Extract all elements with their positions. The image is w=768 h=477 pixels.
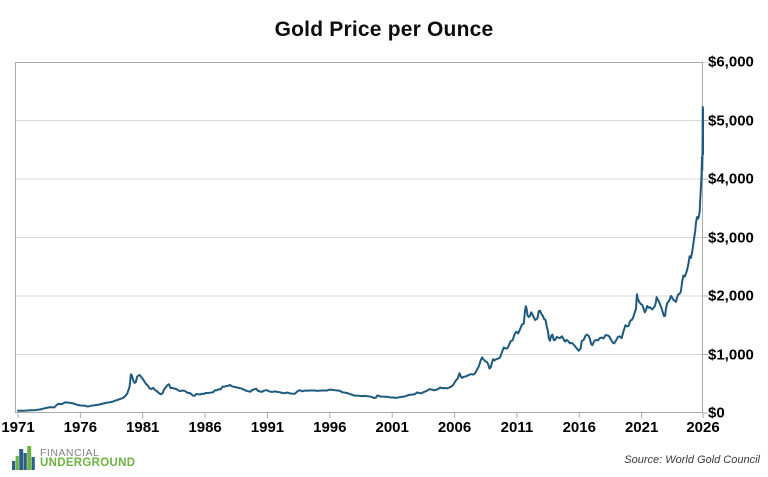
skyline-bar xyxy=(12,461,16,470)
x-tick-label: 2001 xyxy=(375,419,409,436)
skyline-bar xyxy=(15,456,19,470)
x-tick-label: 1986 xyxy=(188,419,222,436)
y-tick-label: $6,000 xyxy=(708,53,754,71)
financial-underground-logo: FINANCIAL UNDERGROUND xyxy=(12,444,135,470)
x-tick-label: 1996 xyxy=(313,419,347,436)
source-attribution: Source: World Gold Council xyxy=(624,454,760,466)
chart-plot-area xyxy=(15,61,711,420)
y-tick-label: $0 xyxy=(708,404,725,422)
skyline-bar xyxy=(23,453,27,470)
skyline-icon xyxy=(12,446,35,470)
chart-title: Gold Price per Ounce xyxy=(274,18,494,41)
x-tick-label: 2006 xyxy=(437,419,472,436)
x-tick-label: 1981 xyxy=(126,419,160,436)
skyline-bar xyxy=(27,446,32,470)
logo-line-underground: UNDERGROUND xyxy=(40,457,136,470)
logo-text: FINANCIAL UNDERGROUND xyxy=(40,446,136,470)
x-tick-label: 2011 xyxy=(500,419,534,436)
x-tick-label: 1976 xyxy=(63,419,98,436)
gold-price-series xyxy=(17,106,704,412)
skyline-bar xyxy=(31,457,35,470)
x-tick-label: 2016 xyxy=(562,419,596,436)
y-tick-label: $1,000 xyxy=(708,346,754,363)
y-tick-label: $4,000 xyxy=(708,170,754,188)
y-tick-label: $2,000 xyxy=(708,287,754,305)
gold-price-line-chart xyxy=(15,61,708,418)
x-tick-label: 2021 xyxy=(624,419,659,436)
plot-border xyxy=(15,62,703,413)
x-tick-label: 1991 xyxy=(250,419,285,436)
skyline-bar xyxy=(19,449,24,470)
x-tick-label: 1971 xyxy=(1,419,35,436)
y-tick-label: $5,000 xyxy=(708,112,754,129)
logo-line-financial: FINANCIAL xyxy=(40,446,100,459)
x-tick-label: 2026 xyxy=(686,419,720,436)
y-tick-label: $3,000 xyxy=(708,229,754,246)
